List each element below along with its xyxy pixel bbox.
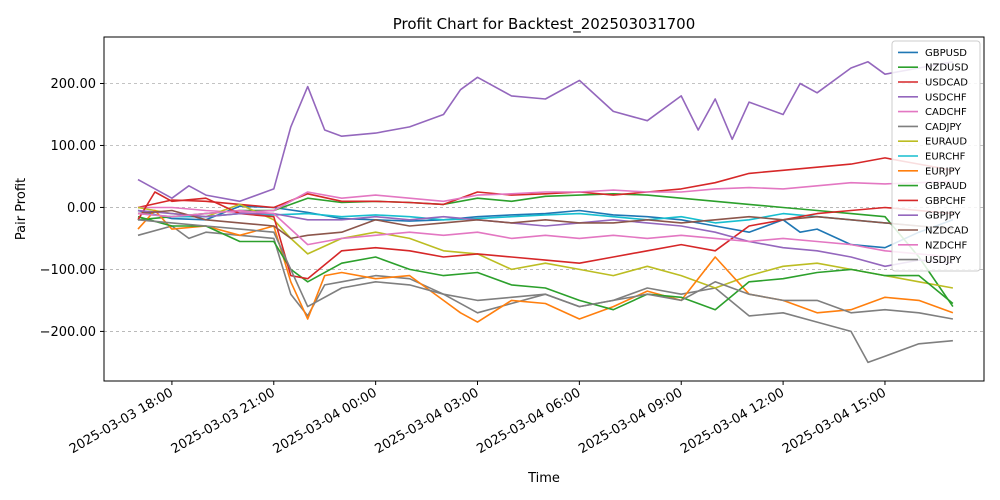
legend-label: GBPAUD	[925, 181, 967, 192]
legend-entry: USDJPY	[898, 255, 962, 266]
plot-frame	[103, 36, 985, 382]
legend-entry: EURJPY	[898, 166, 961, 177]
y-axis-label: Pair Profit	[14, 178, 29, 240]
legend-label: USDJPY	[925, 255, 962, 266]
series-line-nzdchf	[137, 209, 953, 258]
series-line-euraud	[137, 203, 954, 289]
legend-entry: GBPAUD	[898, 181, 967, 192]
legend-label: NZDCAD	[925, 226, 969, 237]
legend-label: NZDCHF	[925, 240, 968, 251]
series-line-nzdcad	[137, 209, 953, 240]
legend-entry: USDCHF	[898, 92, 967, 103]
legend-entry: EURCHF	[898, 152, 966, 163]
legend-entry: NZDUSD	[898, 63, 969, 74]
legend-label: USDCAD	[925, 78, 968, 89]
grid	[104, 83, 984, 332]
legend-box	[891, 40, 981, 272]
legend-entry: NZDCAD	[898, 226, 969, 237]
y-tick-label: −200.00	[40, 325, 96, 340]
legend-label: EURJPY	[925, 166, 961, 177]
series-line-eurjpy	[137, 209, 954, 323]
legend: GBPUSD NZDUSD USDCAD USDCHF CADCHF CADJPY EURA…	[891, 40, 981, 272]
chart-title: Profit Chart for Backtest_202503031700	[393, 15, 696, 34]
legend-label: USDCHF	[925, 92, 967, 103]
legend-label: CADJPY	[925, 122, 962, 133]
y-tick-label: 100.00	[51, 139, 97, 154]
legend-label: GBPJPY	[925, 211, 961, 222]
legend-entry: GBPCHF	[898, 196, 966, 207]
y-tick-label: −100.00	[40, 263, 96, 278]
legend-entry: CADCHF	[898, 107, 967, 118]
legend-label: EURAUD	[925, 137, 967, 148]
series-line-usdchf	[137, 60, 954, 203]
legend-entry: NZDCHF	[898, 240, 968, 251]
legend-entry: GBPUSD	[898, 48, 967, 59]
legend-label: CADCHF	[925, 107, 967, 118]
legend-label: GBPCHF	[925, 196, 966, 207]
series-line-usdcad	[137, 157, 954, 209]
series-lines	[137, 60, 954, 364]
legend-label: GBPUSD	[925, 48, 967, 59]
series-line-gbpchf	[137, 191, 953, 280]
legend-label: EURCHF	[925, 152, 966, 163]
series-line-cadchf	[138, 180, 953, 214]
series-line-cadjpy	[137, 225, 953, 364]
series-line-usdjpy	[137, 219, 954, 320]
series-line-gbpaud	[137, 215, 954, 311]
legend-entry: EURAUD	[898, 137, 967, 148]
legend-entry: CADJPY	[898, 122, 962, 133]
y-tick-label: 0.00	[67, 201, 96, 216]
legend-label: NZDUSD	[925, 63, 969, 74]
legend-entry: USDCAD	[898, 78, 968, 89]
x-axis-label: Time	[527, 471, 560, 486]
y-tick-label: 200.00	[51, 77, 97, 92]
legend-entry: GBPJPY	[898, 211, 961, 222]
